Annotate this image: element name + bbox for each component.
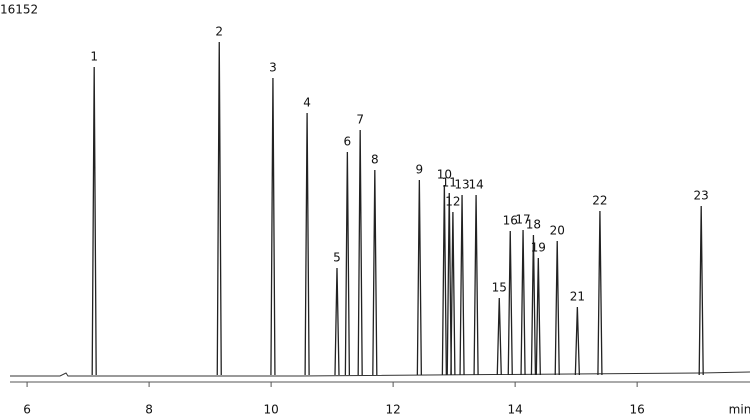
peak-label: 8 xyxy=(371,153,379,167)
peak xyxy=(446,192,452,376)
peak xyxy=(450,211,456,376)
peak xyxy=(91,67,97,376)
peak xyxy=(270,78,276,376)
baseline xyxy=(10,371,750,377)
peak-label: 1 xyxy=(90,50,98,64)
peak-label: 19 xyxy=(531,241,546,255)
peak-label: 13 xyxy=(454,177,469,191)
peak xyxy=(344,152,351,376)
peak-label: 7 xyxy=(356,112,364,126)
peak xyxy=(535,257,541,376)
peak xyxy=(372,169,378,376)
x-axis-label: min xyxy=(729,403,750,417)
peak xyxy=(473,194,479,376)
peak-label: 3 xyxy=(269,61,277,75)
peak-label: 23 xyxy=(694,188,709,202)
peak xyxy=(597,210,603,376)
peak-label: 11 xyxy=(442,175,457,189)
peak-label: 2 xyxy=(215,24,223,38)
peak-label: 21 xyxy=(570,289,585,303)
x-tick-label: 6 xyxy=(23,403,31,417)
peak xyxy=(216,41,222,376)
x-tick-label: 10 xyxy=(263,403,278,417)
peak xyxy=(520,230,526,376)
y-tick-label: 16152 xyxy=(0,3,38,17)
peak-label: 9 xyxy=(416,163,424,177)
peak-label: 12 xyxy=(445,194,460,208)
peak-label: 18 xyxy=(526,218,541,232)
peak-label: 15 xyxy=(492,280,507,294)
peak-label: 4 xyxy=(303,95,311,109)
peak xyxy=(304,112,310,376)
x-tick-label: 8 xyxy=(145,403,153,417)
peak xyxy=(334,267,340,376)
peak xyxy=(416,179,422,376)
x-tick-label: 16 xyxy=(629,403,644,417)
peak xyxy=(698,205,704,376)
peak xyxy=(507,230,513,376)
peak-label: 20 xyxy=(550,224,565,238)
peak-label: 17 xyxy=(515,213,530,227)
peak xyxy=(459,194,465,376)
peak-label: 22 xyxy=(592,193,607,207)
peak xyxy=(357,129,363,376)
peak xyxy=(574,306,581,376)
peak-label: 5 xyxy=(333,251,341,265)
x-tick-label: 14 xyxy=(507,403,522,417)
peak-label: 10 xyxy=(437,168,452,182)
peak xyxy=(496,297,502,376)
peak-label: 14 xyxy=(468,177,483,191)
peak-label: 16 xyxy=(503,213,518,227)
peak xyxy=(441,184,448,376)
peak xyxy=(530,235,537,376)
peak-label: 6 xyxy=(344,135,352,149)
x-tick-label: 12 xyxy=(385,403,400,417)
peak xyxy=(554,241,560,376)
